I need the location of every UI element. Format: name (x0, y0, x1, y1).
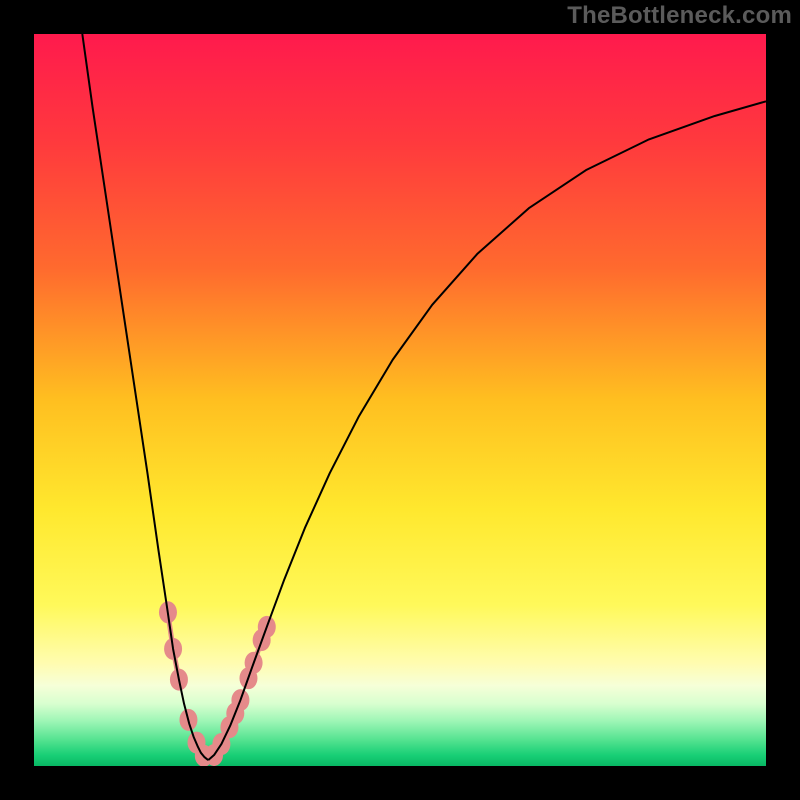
chart-container: TheBottleneck.com (0, 0, 800, 800)
watermark-text: TheBottleneck.com (567, 2, 792, 30)
plot-area (34, 34, 766, 766)
bottleneck-chart (0, 0, 800, 800)
